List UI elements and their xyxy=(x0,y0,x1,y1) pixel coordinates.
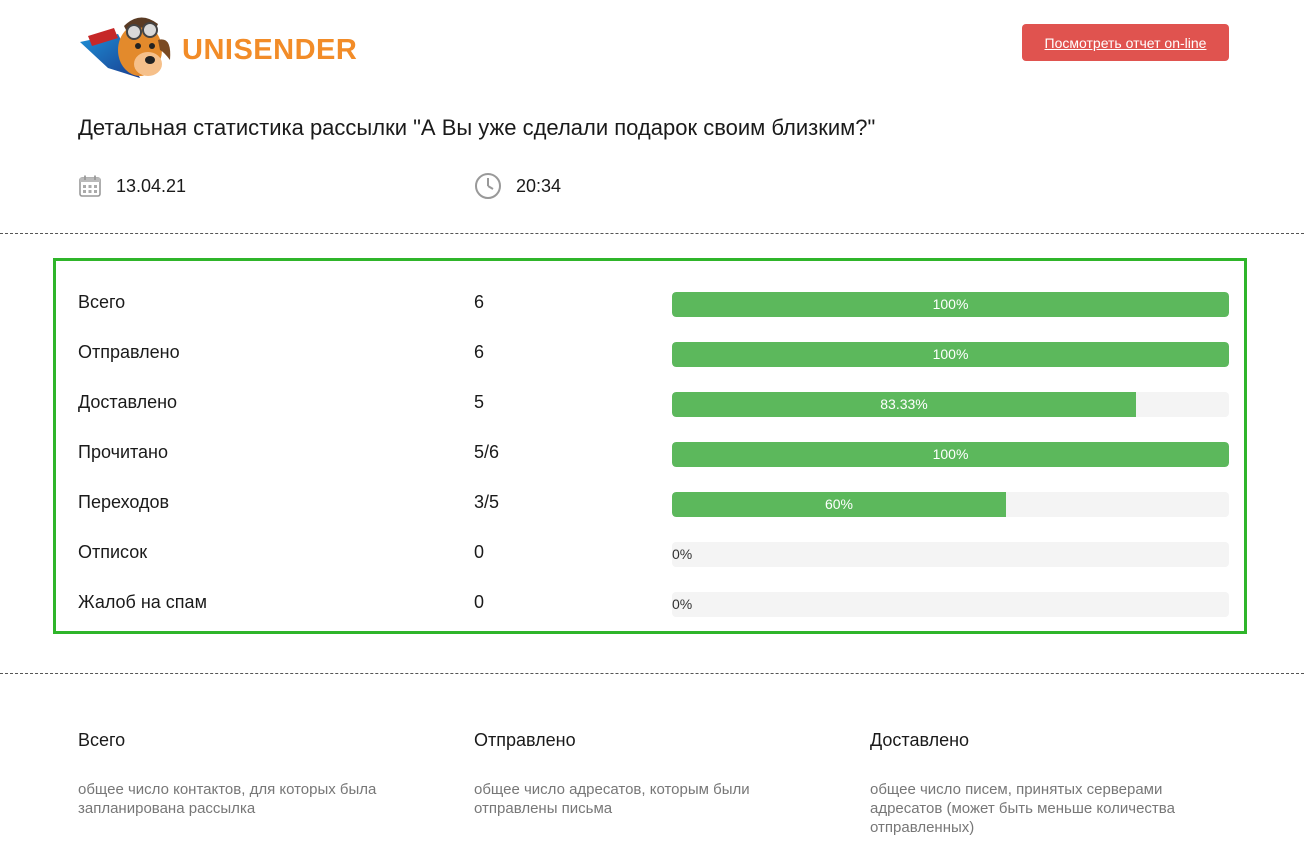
progress-bar: 0% xyxy=(672,592,1229,617)
progress-bar: 100% xyxy=(672,292,1229,317)
divider-bottom xyxy=(0,673,1304,674)
stat-value: 6 xyxy=(474,342,485,362)
legend-title: Отправлено xyxy=(474,730,576,750)
progress-bar: 100% xyxy=(672,342,1229,367)
legend-total: Всего общее число контактов, для которых… xyxy=(78,730,418,818)
progress-percent: 0% xyxy=(672,596,693,612)
legend-delivered: Доставлено общее число писем, принятых с… xyxy=(870,730,1210,837)
stat-value: 0 xyxy=(474,592,485,612)
stats-row-total: Всего 6 100% xyxy=(56,261,1244,317)
stat-label: Прочитано xyxy=(78,442,168,462)
progress-percent: 100% xyxy=(932,296,969,312)
stats-panel: Всего 6 100% Отправлено 6 100% Доставлен… xyxy=(53,258,1247,634)
stats-row-spam-complaints: Жалоб на спам 0 0% xyxy=(56,561,1244,617)
progress-percent: 83.33% xyxy=(880,396,928,412)
stat-value: 0 xyxy=(474,542,485,562)
header: UNISENDER Посмотреть отчет on-line xyxy=(0,0,1304,100)
progress-fill xyxy=(672,342,1229,367)
progress-percent: 0% xyxy=(672,546,693,562)
stat-value: 5/6 xyxy=(474,442,500,462)
stat-label: Отправлено xyxy=(78,342,180,362)
progress-percent: 60% xyxy=(824,496,854,512)
progress-percent: 100% xyxy=(932,446,969,462)
progress-fill xyxy=(672,442,1229,467)
stats-row-clicks: Переходов 3/5 60% xyxy=(56,461,1244,517)
stats-row-read: Прочитано 5/6 100% xyxy=(56,411,1244,467)
unisender-logo[interactable]: UNISENDER xyxy=(78,6,358,84)
legend-sent: Отправлено общее число адресатов, которы… xyxy=(474,730,814,818)
stat-value: 3/5 xyxy=(474,492,500,512)
progress-bar: 0% xyxy=(672,542,1229,567)
stat-label: Доставлено xyxy=(78,392,178,412)
stat-label: Отписок xyxy=(78,542,148,562)
legend-description: общее число адресатов, которым были отпр… xyxy=(474,781,750,817)
calendar-icon xyxy=(79,175,101,197)
stat-value: 5 xyxy=(474,392,485,412)
dog-mascot-icon xyxy=(80,17,171,78)
progress-fill xyxy=(672,292,1229,317)
stats-row-sent: Отправлено 6 100% xyxy=(56,311,1244,367)
clock-icon xyxy=(475,173,501,199)
progress-fill xyxy=(672,392,1136,417)
time-value: 20:34 xyxy=(516,175,562,196)
stat-label: Жалоб на спам xyxy=(78,592,207,612)
legend-title: Всего xyxy=(78,730,126,750)
stat-value: 6 xyxy=(474,292,485,312)
stats-row-delivered: Доставлено 5 83.33% xyxy=(56,361,1244,417)
page-title: Детальная статистика рассылки "А Вы уже … xyxy=(78,115,876,140)
send-date: 13.04.21 xyxy=(78,172,186,200)
legend-description: общее число контактов, для которых была … xyxy=(78,781,377,817)
progress-fill xyxy=(672,492,1006,517)
stat-label: Переходов xyxy=(78,492,170,512)
divider-top xyxy=(0,233,1304,234)
stat-label: Всего xyxy=(78,292,126,312)
progress-bar: 83.33% xyxy=(672,392,1229,417)
date-value: 13.04.21 xyxy=(116,175,187,196)
progress-bar: 60% xyxy=(672,492,1229,517)
logo-text: UNISENDER xyxy=(182,34,358,66)
stats-row-unsubscribes: Отписок 0 0% xyxy=(56,511,1244,567)
legend-description: общее число писем, принятых серверами ад… xyxy=(870,781,1175,836)
progress-percent: 100% xyxy=(932,346,969,362)
send-time: 20:34 xyxy=(474,172,561,200)
legend-title: Доставлено xyxy=(870,730,970,750)
progress-bar: 100% xyxy=(672,442,1229,467)
view-online-report-button[interactable]: Посмотреть отчет on-line xyxy=(1022,24,1229,61)
